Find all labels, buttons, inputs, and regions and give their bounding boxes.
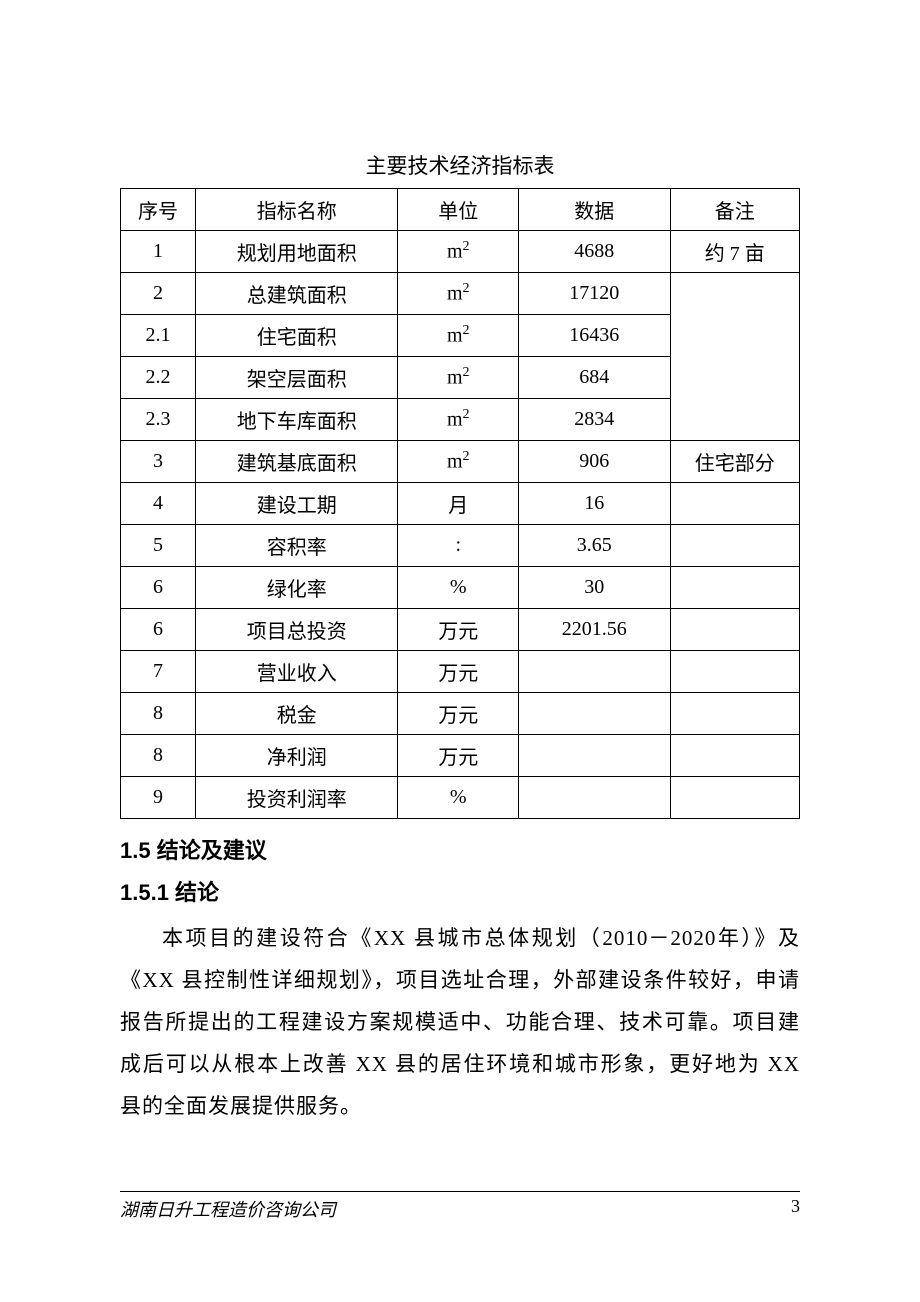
cell-seq: 4 [121, 483, 196, 525]
cell-note [670, 651, 799, 693]
indicators-table: 序号 指标名称 单位 数据 备注 1 规划用地面积 m2 4688 约 7 亩 … [120, 188, 800, 819]
cell-name: 地下车库面积 [196, 399, 398, 441]
footer-rule [120, 1191, 800, 1192]
cell-unit: m2 [398, 399, 519, 441]
cell-note-merged [670, 273, 799, 441]
cell-seq: 5 [121, 525, 196, 567]
cell-name: 绿化率 [196, 567, 398, 609]
cell-unit: m2 [398, 273, 519, 315]
table-row: 9 投资利润率 % [121, 777, 800, 819]
cell-note [670, 693, 799, 735]
cell-unit: 万元 [398, 651, 519, 693]
cell-unit: m2 [398, 231, 519, 273]
cell-unit: 万元 [398, 609, 519, 651]
cell-note [670, 777, 799, 819]
cell-unit: % [398, 567, 519, 609]
cell-data [518, 777, 670, 819]
cell-data: 2834 [518, 399, 670, 441]
cell-note [670, 735, 799, 777]
cell-data: 16436 [518, 315, 670, 357]
col-header-note: 备注 [670, 189, 799, 231]
cell-note [670, 525, 799, 567]
section-heading-1-5-1: 1.5.1 结论 [120, 875, 800, 907]
cell-name: 总建筑面积 [196, 273, 398, 315]
cell-data: 30 [518, 567, 670, 609]
cell-seq: 8 [121, 693, 196, 735]
cell-data [518, 651, 670, 693]
cell-name: 建设工期 [196, 483, 398, 525]
col-header-name: 指标名称 [196, 189, 398, 231]
cell-name: 税金 [196, 693, 398, 735]
cell-data: 17120 [518, 273, 670, 315]
table-row: 3 建筑基底面积 m2 906 住宅部分 [121, 441, 800, 483]
cell-seq: 8 [121, 735, 196, 777]
cell-note: 约 7 亩 [670, 231, 799, 273]
page-footer: 湖南日升工程造价咨询公司 3 [120, 1191, 800, 1222]
cell-unit: % [398, 777, 519, 819]
cell-name: 建筑基底面积 [196, 441, 398, 483]
footer-company: 湖南日升工程造价咨询公司 [120, 1196, 336, 1222]
cell-seq: 2.3 [121, 399, 196, 441]
cell-unit: 月 [398, 483, 519, 525]
cell-note [670, 567, 799, 609]
cell-unit: 万元 [398, 735, 519, 777]
table-row: 8 税金 万元 [121, 693, 800, 735]
cell-seq: 1 [121, 231, 196, 273]
cell-seq: 6 [121, 567, 196, 609]
cell-data: 3.65 [518, 525, 670, 567]
table-row: 6 绿化率 % 30 [121, 567, 800, 609]
table-row: 2 总建筑面积 m2 17120 [121, 273, 800, 315]
table-row: 6 项目总投资 万元 2201.56 [121, 609, 800, 651]
footer-page-number: 3 [791, 1196, 800, 1222]
cell-data [518, 735, 670, 777]
cell-unit: m2 [398, 441, 519, 483]
cell-seq: 3 [121, 441, 196, 483]
cell-unit: m2 [398, 315, 519, 357]
col-header-seq: 序号 [121, 189, 196, 231]
cell-data: 16 [518, 483, 670, 525]
cell-unit: 万元 [398, 693, 519, 735]
cell-name: 投资利润率 [196, 777, 398, 819]
cell-name: 营业收入 [196, 651, 398, 693]
cell-unit: : [398, 525, 519, 567]
cell-name: 住宅面积 [196, 315, 398, 357]
cell-data: 4688 [518, 231, 670, 273]
section-heading-1-5: 1.5 结论及建议 [120, 833, 800, 865]
cell-data: 684 [518, 357, 670, 399]
table-row: 1 规划用地面积 m2 4688 约 7 亩 [121, 231, 800, 273]
table-row: 4 建设工期 月 16 [121, 483, 800, 525]
table-row: 8 净利润 万元 [121, 735, 800, 777]
cell-seq: 2.2 [121, 357, 196, 399]
cell-name: 架空层面积 [196, 357, 398, 399]
cell-seq: 9 [121, 777, 196, 819]
cell-note [670, 609, 799, 651]
cell-note [670, 483, 799, 525]
cell-seq: 6 [121, 609, 196, 651]
cell-unit: m2 [398, 357, 519, 399]
cell-seq: 7 [121, 651, 196, 693]
table-row: 7 营业收入 万元 [121, 651, 800, 693]
cell-name: 净利润 [196, 735, 398, 777]
cell-name: 容积率 [196, 525, 398, 567]
conclusion-paragraph: 本项目的建设符合《XX 县城市总体规划（2010－2020年）》及《XX 县控制… [120, 917, 800, 1127]
table-row: 5 容积率 : 3.65 [121, 525, 800, 567]
cell-seq: 2.1 [121, 315, 196, 357]
col-header-data: 数据 [518, 189, 670, 231]
table-title: 主要技术经济指标表 [120, 150, 800, 180]
cell-data: 906 [518, 441, 670, 483]
cell-name: 项目总投资 [196, 609, 398, 651]
cell-data: 2201.56 [518, 609, 670, 651]
cell-name: 规划用地面积 [196, 231, 398, 273]
cell-note: 住宅部分 [670, 441, 799, 483]
col-header-unit: 单位 [398, 189, 519, 231]
table-body: 1 规划用地面积 m2 4688 约 7 亩 2 总建筑面积 m2 17120 … [121, 231, 800, 819]
table-header-row: 序号 指标名称 单位 数据 备注 [121, 189, 800, 231]
cell-seq: 2 [121, 273, 196, 315]
cell-data [518, 693, 670, 735]
